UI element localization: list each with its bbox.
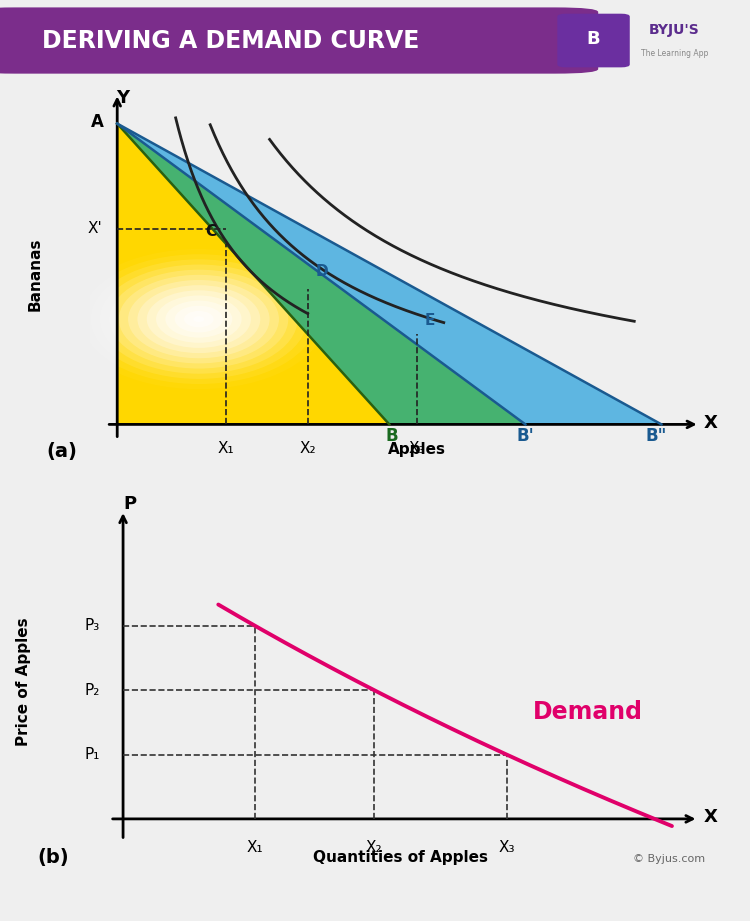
- Text: A: A: [91, 113, 104, 131]
- Text: Bananas: Bananas: [28, 238, 43, 310]
- Text: Demand: Demand: [533, 700, 643, 724]
- Text: X: X: [704, 808, 718, 826]
- Text: B: B: [586, 30, 600, 49]
- Text: X₂: X₂: [299, 441, 316, 456]
- Text: (a): (a): [46, 442, 77, 461]
- Text: X₁: X₁: [217, 441, 234, 456]
- Text: P₃: P₃: [85, 619, 100, 634]
- Circle shape: [137, 286, 260, 353]
- Text: X': X': [87, 221, 102, 237]
- Text: D: D: [316, 263, 328, 278]
- Text: X₃: X₃: [408, 441, 424, 456]
- Polygon shape: [117, 123, 526, 425]
- Text: Y: Y: [116, 89, 129, 107]
- FancyBboxPatch shape: [557, 14, 630, 67]
- Circle shape: [128, 280, 269, 358]
- Circle shape: [82, 254, 316, 384]
- Circle shape: [184, 311, 214, 327]
- Text: (b): (b): [37, 848, 69, 867]
- Text: Price of Apples: Price of Apples: [16, 617, 32, 746]
- Text: E: E: [424, 313, 435, 328]
- FancyBboxPatch shape: [0, 7, 598, 74]
- Text: X: X: [704, 414, 718, 432]
- Text: X₂: X₂: [366, 840, 382, 856]
- Circle shape: [147, 290, 251, 348]
- Circle shape: [118, 274, 279, 364]
- Circle shape: [100, 264, 298, 374]
- Text: DERIVING A DEMAND CURVE: DERIVING A DEMAND CURVE: [42, 29, 419, 52]
- Circle shape: [156, 296, 242, 343]
- Polygon shape: [117, 123, 662, 425]
- Text: B": B": [645, 427, 667, 445]
- Text: Quantities of Apples: Quantities of Apples: [314, 850, 488, 865]
- Circle shape: [91, 260, 307, 379]
- Text: P: P: [123, 495, 136, 513]
- Circle shape: [175, 306, 223, 332]
- Text: BYJU'S: BYJU'S: [650, 23, 700, 37]
- Polygon shape: [117, 123, 389, 425]
- Text: The Learning App: The Learning App: [641, 49, 708, 58]
- Circle shape: [194, 316, 204, 322]
- Text: Apples: Apples: [388, 442, 446, 458]
- Circle shape: [110, 270, 288, 368]
- Text: X₃: X₃: [498, 840, 514, 856]
- Text: X₁: X₁: [247, 840, 264, 856]
- Text: B: B: [386, 427, 398, 445]
- Circle shape: [166, 300, 232, 338]
- Text: © Byjus.com: © Byjus.com: [633, 854, 705, 864]
- Text: B': B': [517, 427, 534, 445]
- Text: P₁: P₁: [85, 747, 100, 762]
- Text: P₂: P₂: [85, 682, 100, 698]
- Text: C: C: [206, 225, 216, 239]
